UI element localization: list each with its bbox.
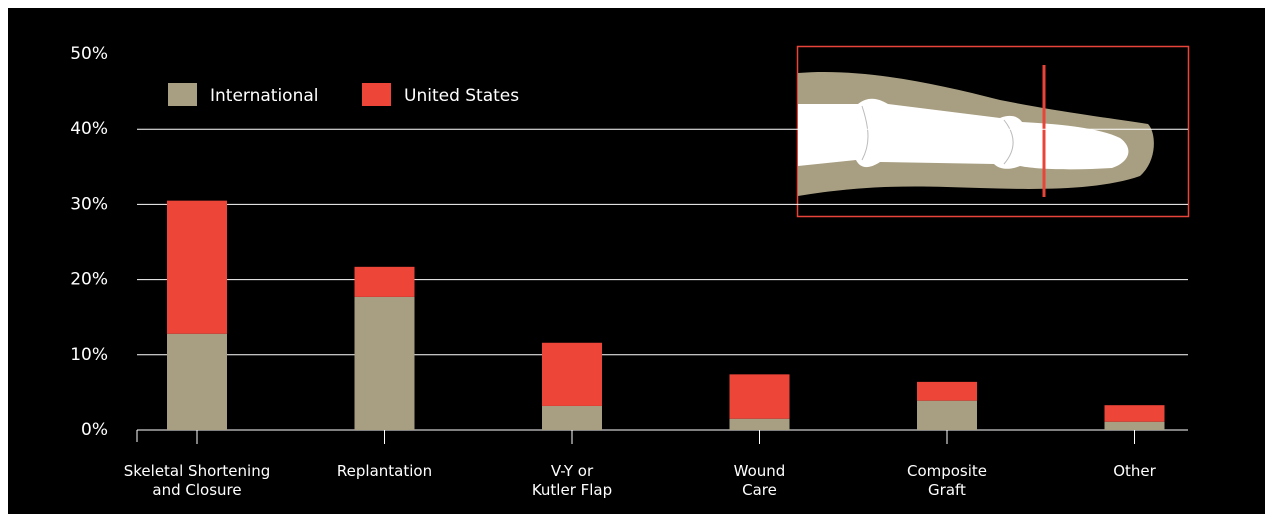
bar-segment [1104, 421, 1165, 430]
bar-segment [542, 342, 602, 406]
y-tick-label: 30% [70, 194, 108, 214]
x-tick-label: Replantation [336, 462, 433, 480]
y-tick-label: 0% [81, 420, 108, 440]
y-tick-label: 50% [70, 44, 108, 64]
bar-segment [354, 266, 415, 297]
bar-segment [917, 381, 977, 401]
bar-segment [917, 400, 977, 430]
legend-label: International [210, 86, 319, 106]
finger-illustration [796, 45, 1190, 218]
x-tick-label: Other [1113, 462, 1156, 480]
x-tick-label: V-Y or Kutler Flap [531, 462, 613, 499]
legend-label: United States [404, 86, 519, 106]
bar-segment [167, 333, 227, 430]
legend-swatch [168, 83, 197, 106]
x-tick-label: Skeletal Shortening and Closure [123, 462, 271, 499]
y-tick-label: 20% [70, 270, 108, 290]
x-tick-label: Wound Care [733, 462, 786, 499]
bar-segment [542, 405, 602, 430]
bar-segment [167, 200, 227, 334]
bar-segment [354, 296, 415, 430]
legend-swatch [362, 83, 391, 106]
bar-segment [1104, 405, 1165, 422]
x-tick-label: Composite Graft [906, 462, 988, 499]
y-tick-label: 10% [70, 345, 108, 365]
bar-segment [729, 374, 790, 419]
bar-segment [729, 418, 790, 430]
y-tick-label: 40% [70, 119, 108, 139]
